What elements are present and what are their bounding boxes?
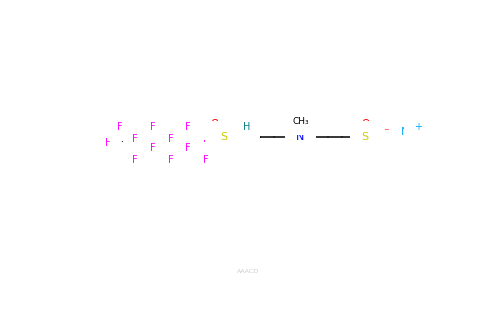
Text: F: F (185, 121, 191, 131)
Text: O: O (210, 119, 218, 129)
Text: CH₃: CH₃ (292, 117, 309, 126)
Text: F: F (106, 138, 111, 148)
Text: F: F (167, 134, 173, 144)
Text: F: F (167, 155, 173, 165)
Text: O: O (375, 132, 383, 142)
Text: ⁻: ⁻ (384, 127, 390, 137)
Text: +: + (414, 122, 422, 132)
Text: F: F (132, 134, 138, 144)
Text: H: H (243, 122, 250, 132)
Text: F: F (203, 155, 209, 165)
Text: F: F (203, 134, 209, 144)
Text: O: O (362, 145, 370, 155)
Text: S: S (361, 132, 368, 142)
Text: O: O (221, 145, 229, 155)
Text: F: F (185, 143, 191, 153)
Text: N: N (241, 131, 249, 141)
Text: N: N (296, 132, 304, 142)
Text: O: O (362, 119, 370, 129)
Text: F: F (117, 122, 122, 132)
Text: F: F (106, 126, 111, 136)
Text: AAACD: AAACD (237, 269, 259, 274)
Text: Na: Na (401, 127, 416, 137)
Text: F: F (150, 143, 155, 153)
Text: S: S (220, 132, 227, 142)
Text: F: F (132, 155, 138, 165)
Text: F: F (150, 121, 155, 131)
